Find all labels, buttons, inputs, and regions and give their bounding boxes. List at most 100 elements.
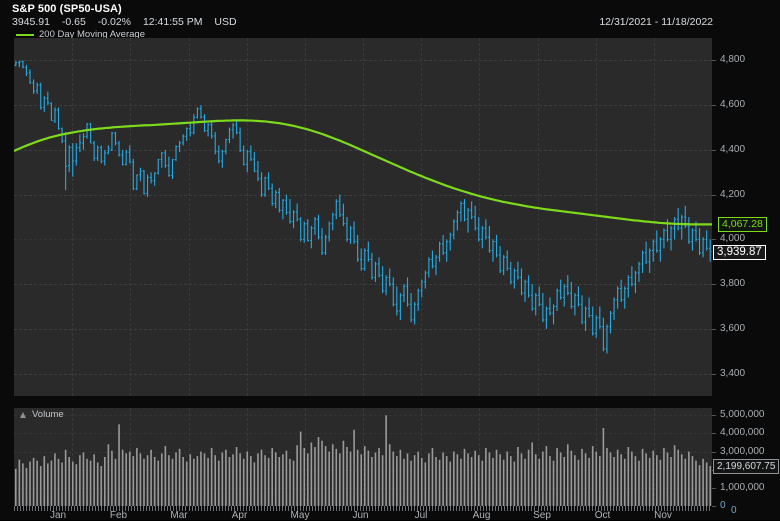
time-axis-tick bbox=[92, 506, 94, 511]
time-axis-tick bbox=[143, 506, 145, 511]
ohlc-bars bbox=[14, 60, 712, 354]
time-axis-tick bbox=[375, 506, 377, 511]
time-axis-tick bbox=[311, 506, 313, 511]
time-axis-tick bbox=[176, 506, 178, 511]
time-axis-tick bbox=[269, 506, 271, 511]
time-axis-tick bbox=[645, 506, 647, 511]
time-axis-tick bbox=[152, 506, 154, 511]
time-axis-tick bbox=[119, 506, 121, 511]
price-chart-pane[interactable] bbox=[14, 38, 712, 396]
time-axis-tick bbox=[41, 506, 43, 511]
time-axis-tick bbox=[122, 506, 124, 511]
price-gridline-vertical bbox=[653, 38, 655, 396]
time-axis-tick bbox=[540, 506, 542, 511]
price-axis-label: 3,600 bbox=[720, 322, 746, 334]
volume-chart-pane[interactable] bbox=[14, 408, 712, 506]
time-axis-tick bbox=[272, 506, 274, 511]
time-axis-tick bbox=[206, 506, 208, 511]
volume-axis-tick bbox=[712, 415, 716, 417]
time-axis-tick bbox=[221, 506, 223, 511]
time-axis-tick bbox=[95, 506, 97, 511]
volume-series-plot bbox=[14, 415, 712, 506]
time-axis-tick bbox=[23, 506, 25, 511]
price-axis-label: 4,800 bbox=[720, 54, 746, 66]
time-axis-tick bbox=[630, 506, 632, 511]
time-axis-tick bbox=[633, 506, 635, 511]
time-axis-tick bbox=[672, 506, 674, 511]
time-axis-tick bbox=[182, 506, 184, 511]
time-axis-tick bbox=[275, 506, 277, 511]
time-axis-tick bbox=[329, 506, 331, 511]
quote-time: 12:41:55 PM bbox=[142, 16, 203, 28]
time-axis-tick bbox=[522, 506, 524, 511]
time-axis-tick bbox=[314, 506, 316, 511]
time-axis-tick bbox=[378, 506, 380, 511]
time-axis-tick bbox=[702, 506, 704, 511]
time-axis-tick bbox=[71, 506, 73, 511]
time-axis-tick bbox=[648, 506, 650, 511]
volume-gridline-vertical bbox=[537, 408, 539, 506]
price-gridline-vertical bbox=[537, 38, 539, 396]
time-axis-tick bbox=[173, 506, 175, 511]
time-axis-tick bbox=[627, 506, 629, 511]
time-axis-tick bbox=[308, 506, 310, 511]
time-axis-tick bbox=[582, 506, 584, 511]
time-axis-tick bbox=[483, 506, 485, 511]
time-axis-tick bbox=[296, 506, 298, 511]
time-axis-tick bbox=[624, 506, 626, 511]
price-axis-label: 4,000 bbox=[720, 233, 746, 245]
time-axis-tick bbox=[29, 506, 31, 511]
time-axis-tick bbox=[690, 506, 692, 511]
volume-gridline-vertical bbox=[421, 408, 423, 506]
price-gridline-vertical bbox=[363, 38, 364, 396]
time-axis-tick bbox=[396, 506, 398, 511]
legend-label: 200 Day Moving Average bbox=[39, 29, 145, 40]
time-axis-tick bbox=[17, 506, 18, 511]
time-axis-tick bbox=[504, 506, 506, 511]
time-axis-tick bbox=[227, 506, 229, 511]
time-axis-month-label: Sep bbox=[533, 510, 551, 521]
time-axis-month-label: May bbox=[290, 510, 310, 521]
time-axis-month-label: Aug bbox=[472, 510, 491, 521]
time-axis-tick bbox=[320, 506, 322, 511]
time-axis-tick bbox=[567, 506, 569, 511]
time-axis-tick bbox=[615, 506, 617, 511]
time-axis-tick bbox=[338, 506, 340, 511]
time-axis-tick bbox=[350, 506, 352, 511]
time-axis-tick bbox=[20, 506, 22, 511]
time-axis-tick bbox=[254, 506, 256, 511]
time-axis[interactable]: Jan Feb Mar Apr May Jun Jul Aug Sep Oct Nov bbox=[14, 506, 712, 521]
time-axis-tick bbox=[218, 506, 220, 511]
time-axis-tick bbox=[155, 506, 157, 511]
time-axis-tick bbox=[194, 506, 196, 511]
time-axis-tick bbox=[585, 506, 587, 511]
time-axis-tick bbox=[612, 506, 614, 511]
time-axis-tick bbox=[185, 506, 187, 511]
price-gridline-vertical bbox=[246, 38, 248, 396]
time-axis-tick bbox=[170, 506, 172, 511]
time-axis-tick bbox=[26, 506, 28, 511]
time-axis-tick bbox=[242, 506, 244, 511]
volume-pane-header[interactable]: Volume bbox=[20, 409, 64, 420]
time-axis-tick bbox=[486, 506, 488, 511]
time-axis-tick bbox=[77, 506, 79, 511]
change-value: -0.65 bbox=[61, 16, 86, 28]
indicator-legend[interactable]: 200 Day Moving Average bbox=[16, 29, 145, 40]
time-axis-tick bbox=[471, 506, 473, 511]
time-axis-tick bbox=[516, 506, 518, 511]
time-axis-tick bbox=[239, 506, 241, 511]
time-axis-tick bbox=[86, 506, 88, 511]
time-axis-tick bbox=[408, 506, 410, 511]
time-axis-tick bbox=[654, 506, 656, 511]
time-axis-tick bbox=[402, 506, 404, 511]
time-axis-tick bbox=[501, 506, 503, 511]
time-axis-tick bbox=[68, 506, 70, 511]
time-axis-tick bbox=[80, 506, 82, 511]
time-axis-month-label: Nov bbox=[654, 510, 672, 521]
volume-gridline-vertical bbox=[72, 408, 74, 506]
price-axis-label: 4,400 bbox=[720, 143, 746, 155]
time-axis-tick bbox=[146, 506, 148, 511]
time-axis-tick bbox=[513, 506, 515, 511]
price-axis-tick bbox=[712, 328, 716, 330]
